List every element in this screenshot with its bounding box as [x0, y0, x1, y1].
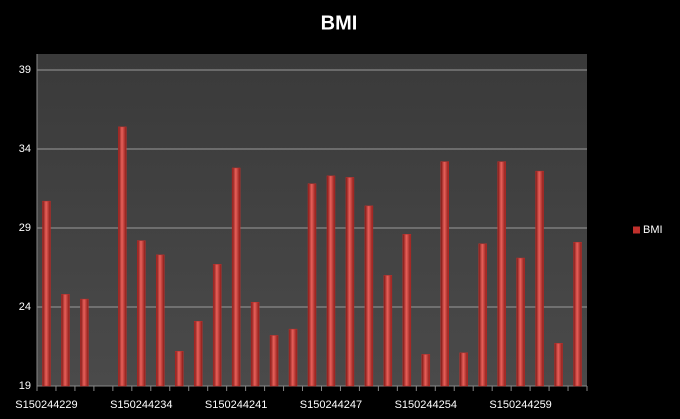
bar — [80, 298, 89, 387]
bar — [174, 350, 184, 387]
bar — [402, 234, 412, 387]
y-tick-label: 34 — [19, 143, 31, 155]
bar — [364, 205, 374, 387]
y-tick-label: 19 — [19, 380, 31, 392]
bar — [137, 240, 146, 387]
x-tick-label: S150244254 — [395, 399, 457, 411]
legend-label: BMI — [643, 224, 663, 236]
bar — [345, 177, 355, 387]
legend-swatch — [633, 226, 640, 234]
bar — [516, 257, 525, 387]
bar — [440, 161, 450, 387]
bar — [497, 161, 506, 387]
x-tick-label: S150244241 — [205, 399, 267, 411]
bar — [573, 241, 582, 387]
x-tick-label: S150244247 — [300, 399, 362, 411]
bar — [250, 302, 260, 387]
bar — [326, 175, 336, 387]
bar — [42, 200, 51, 387]
chart-title: BMI — [321, 12, 358, 34]
x-tick-label: S150244259 — [489, 399, 551, 411]
bar — [554, 343, 563, 387]
bar — [288, 328, 298, 387]
bar — [269, 335, 279, 387]
bar — [193, 320, 203, 387]
bar — [383, 275, 393, 387]
bar — [535, 170, 544, 387]
bar — [212, 264, 222, 387]
x-tick-label: S150244229 — [15, 399, 77, 411]
y-tick-label: 39 — [19, 64, 31, 76]
bar — [478, 243, 487, 387]
bar — [61, 294, 70, 387]
bar — [421, 354, 431, 387]
x-tick-label: S150244234 — [110, 399, 172, 411]
bar — [231, 167, 241, 387]
bar — [118, 126, 127, 387]
y-tick-label: 24 — [19, 301, 31, 313]
y-tick-label: 29 — [19, 222, 31, 234]
bar — [459, 352, 468, 387]
bar — [307, 183, 317, 387]
bar — [156, 254, 165, 387]
